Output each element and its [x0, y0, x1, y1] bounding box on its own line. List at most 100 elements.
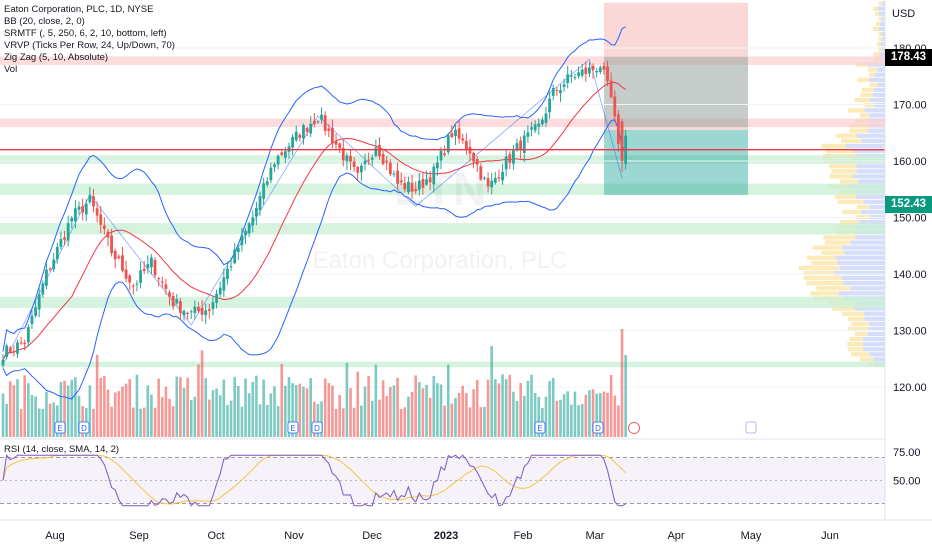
volume-bar: [88, 385, 92, 437]
candle: [486, 172, 490, 193]
vp-down-row: [823, 235, 856, 240]
position-tool[interactable]: [604, 2, 748, 195]
candle: [240, 227, 244, 252]
volume-bar: [208, 399, 211, 437]
event-marker: E: [287, 421, 299, 434]
candle: [200, 300, 204, 322]
event-marker-label: E: [57, 424, 62, 433]
volume-bar: [439, 384, 443, 437]
candle-body: [338, 143, 342, 149]
legend-vol[interactable]: Vol: [4, 64, 18, 75]
candle-body: [457, 128, 461, 139]
candle-body: [251, 217, 255, 226]
candle-body: [381, 154, 385, 164]
currency-label[interactable]: USD: [892, 8, 916, 20]
rsi-legend[interactable]: RSI (14, close, SMA, 14, 2): [4, 444, 120, 455]
candle-body: [276, 155, 280, 165]
event-marker-box: [78, 421, 90, 434]
volume-bar: [497, 383, 501, 437]
volume-bar: [135, 374, 139, 437]
candle: [88, 186, 92, 205]
candle: [544, 106, 548, 127]
vp-up-row: [877, 67, 885, 72]
candle-body: [258, 196, 262, 211]
candle: [436, 155, 439, 176]
candle-body: [164, 284, 168, 289]
volume-bar: [465, 392, 468, 437]
vp-up-row: [855, 194, 885, 199]
time-tick-label: Mar: [586, 530, 605, 542]
legend-symbol[interactable]: Eaton Corporation, PLC, 1D, NYSE: [4, 4, 154, 15]
candle-body: [508, 154, 512, 163]
candle-body: [562, 84, 566, 87]
legend-srmtf[interactable]: SRMTF (, 5, 250, 6, 2, 10, bottom, left): [4, 28, 167, 39]
candle: [425, 170, 428, 186]
candle-body: [515, 143, 519, 150]
vp-up-row: [868, 326, 885, 332]
time-tick-label: Dec: [362, 530, 382, 542]
candle: [305, 126, 309, 137]
candle-body: [378, 144, 381, 157]
event-marker-label: D: [81, 424, 87, 433]
candle-body: [464, 140, 468, 150]
candle-body: [428, 177, 432, 183]
vp-up-row: [834, 270, 885, 276]
candle-body: [591, 65, 595, 70]
candle: [566, 65, 570, 89]
candle: [410, 174, 414, 199]
candle: [215, 289, 218, 309]
candle-body: [312, 120, 316, 124]
vp-down-row: [829, 164, 857, 169]
vp-down-row: [839, 220, 860, 225]
volume-bar: [240, 406, 244, 437]
volume-bar: [294, 385, 298, 437]
vp-up-row: [853, 148, 885, 154]
candle-body: [59, 239, 63, 247]
volume-bar: [244, 378, 247, 437]
candle: [273, 162, 276, 172]
volume-bar: [27, 383, 30, 437]
candle: [613, 90, 617, 122]
candle-body: [569, 75, 573, 77]
candle: [34, 301, 37, 318]
candle: [331, 119, 334, 149]
candlesticks[interactable]: [1, 60, 628, 368]
volume-bar: [179, 377, 182, 437]
candle-body: [493, 177, 497, 183]
candle-body: [128, 275, 132, 283]
candle-body: [602, 66, 606, 70]
price-tick-label: 140.00: [893, 269, 927, 281]
volume-bar: [443, 405, 446, 437]
candle: [157, 276, 161, 287]
candle: [591, 63, 595, 79]
legend-vrvp[interactable]: VRVP (Ticks Per Row, 24, Up/Down, 70): [4, 40, 175, 51]
candle: [559, 84, 562, 103]
volume-bar: [483, 406, 486, 437]
candle-body: [139, 270, 142, 283]
vp-down-row: [878, 1, 882, 6]
legend-bb[interactable]: BB (20, close, 2, 0): [4, 16, 85, 27]
vp-up-row: [862, 342, 885, 347]
vp-up-row: [842, 245, 885, 250]
candle: [1, 354, 5, 368]
candle: [45, 261, 48, 290]
volume-bar: [276, 406, 280, 437]
rsi-line: [2, 454, 626, 507]
legend-zigzag[interactable]: Zig Zag (5, 10, Absolute): [4, 52, 109, 63]
candle-body: [359, 165, 363, 173]
volume-bar: [624, 355, 627, 437]
vp-down-row: [821, 250, 845, 255]
candle-body: [439, 150, 443, 161]
event-marker: D: [592, 421, 604, 434]
candle-body: [370, 157, 374, 160]
candle-body: [385, 160, 389, 163]
candle: [584, 61, 588, 82]
candle: [222, 268, 226, 297]
candle-body: [189, 311, 193, 313]
volume-bar: [363, 386, 367, 437]
vp-down-row: [873, 52, 880, 57]
volume-bar: [305, 388, 309, 437]
candle-body: [200, 307, 204, 315]
